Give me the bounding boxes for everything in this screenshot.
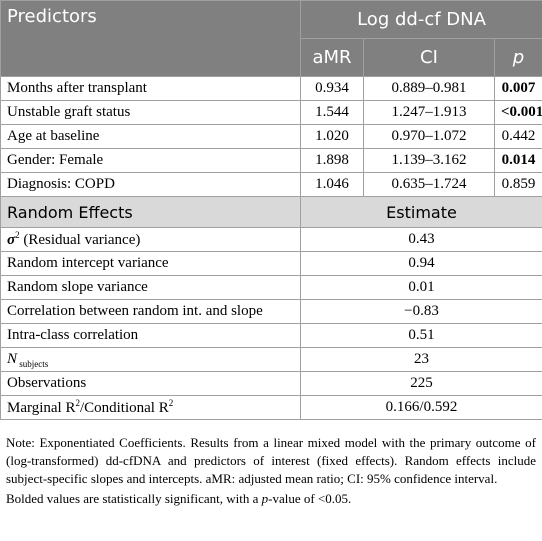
text-segment: (Residual variance) (19, 232, 141, 248)
text-segment: /Conditional R (79, 400, 169, 416)
text-segment: 2 (168, 398, 174, 408)
results-table: Predictors Log dd-cf DNA aMR CI p Months… (0, 0, 542, 420)
p-cell: 0.442 (493, 124, 542, 149)
amr-cell: 1.544 (300, 100, 364, 125)
amr-cell: 0.934 (300, 76, 364, 101)
effect-cell: Intra-class correlation (0, 323, 301, 348)
header-cell: Predictors (0, 0, 301, 77)
effect-cell: Random slope variance (0, 275, 301, 300)
header-cell: Log dd-cf DNA (299, 0, 542, 39)
estimate-cell: 225 (299, 371, 542, 396)
header-cell: p (493, 38, 542, 77)
estimate-cell: 0.01 (299, 275, 542, 300)
table-row: Correlation between random int. and slop… (0, 299, 542, 324)
table-row: Intra-class correlation 0.51 (0, 323, 542, 348)
p-cell: 0.007 (493, 76, 542, 101)
estimate-cell: 0.166/0.592 (299, 395, 542, 420)
estimate-cell: 0.43 (299, 227, 542, 252)
section-header: Random Effects (0, 196, 301, 228)
text-segment: Note: Exponentiated Coefficients. Result… (6, 435, 536, 486)
table-row: Months after transplant 0.934 0.889–0.981 0… (0, 76, 542, 101)
ci-cell: 0.889–0.981 (363, 76, 495, 101)
notes: Note: Exponentiated Coefficients. Result… (0, 420, 542, 508)
table-row: Marginal R2/Conditional R2 0.166/0.592 (0, 395, 542, 420)
table-row: Unstable graft status 1.544 1.247–1.913 <0.… (0, 100, 542, 125)
predictor-cell: Gender: Female (0, 148, 301, 173)
note: Bolded values are statistically signific… (6, 490, 536, 508)
text-segment: Random intercept variance (7, 255, 169, 271)
table-row: Observations 225 (0, 371, 542, 396)
predictor-cell: Months after transplant (0, 76, 301, 101)
p-cell: 0.014 (493, 148, 542, 173)
table-row: Diagnosis: COPD 1.046 0.635–1.724 0.859 (0, 172, 542, 197)
table-row: σ2 (Residual variance) 0.43 (0, 227, 542, 252)
effect-cell: Marginal R2/Conditional R2 (0, 395, 301, 420)
text-segment: 2 (15, 230, 20, 240)
estimate-cell: −0.83 (299, 299, 542, 324)
effect-cell: Random intercept variance (0, 251, 301, 276)
text-segment: Marginal R (7, 400, 76, 416)
text-segment: Random slope variance (7, 279, 148, 295)
table-row: Age at baseline 1.020 0.970–1.072 0.442 (0, 124, 542, 149)
header-cell: aMR (300, 38, 364, 77)
ci-cell: 0.635–1.724 (363, 172, 495, 197)
predictor-cell: Diagnosis: COPD (0, 172, 301, 197)
text-segment: Observations (7, 375, 87, 391)
text-segment: σ (7, 232, 16, 248)
table-row: Gender: Female 1.898 1.139–3.162 0.014 (0, 148, 542, 173)
text-segment: Bolded values are statistically signific… (6, 491, 262, 506)
ci-cell: 0.970–1.072 (363, 124, 495, 149)
ci-cell: 1.247–1.913 (363, 100, 495, 125)
effect-cell: σ2 (Residual variance) (0, 227, 301, 252)
table-row: Random slope variance 0.01 (0, 275, 542, 300)
effect-cell: Observations (0, 371, 301, 396)
amr-cell: 1.898 (300, 148, 364, 173)
amr-cell: 1.046 (300, 172, 364, 197)
text-segment: N (7, 350, 18, 367)
table-row: N subjects 23 (0, 347, 542, 372)
text-segment: -value of <0.05. (268, 491, 352, 506)
p-cell: <0.001 (493, 100, 542, 125)
amr-cell: 1.020 (300, 124, 364, 149)
predictor-cell: Age at baseline (0, 124, 301, 149)
p-cell: 0.859 (493, 172, 542, 197)
estimate-cell: 0.94 (299, 251, 542, 276)
section-header: Estimate (299, 196, 542, 228)
note: Note: Exponentiated Coefficients. Result… (6, 434, 536, 488)
text-segment: Intra-class correlation (7, 327, 139, 343)
estimate-cell: 23 (299, 347, 542, 372)
estimate-cell: 0.51 (299, 323, 542, 348)
text-segment: 2 (75, 398, 80, 408)
effect-cell: N subjects (0, 347, 301, 372)
ci-cell: 1.139–3.162 (363, 148, 495, 173)
text-segment: p (261, 491, 269, 506)
text-segment: Correlation between random int. and slop… (7, 303, 263, 319)
predictor-cell: Unstable graft status (0, 100, 301, 125)
header-cell: CI (363, 38, 495, 77)
effect-cell: Correlation between random int. and slop… (0, 299, 301, 324)
text-segment: subjects (17, 358, 49, 369)
table-row: Random intercept variance 0.94 (0, 251, 542, 276)
